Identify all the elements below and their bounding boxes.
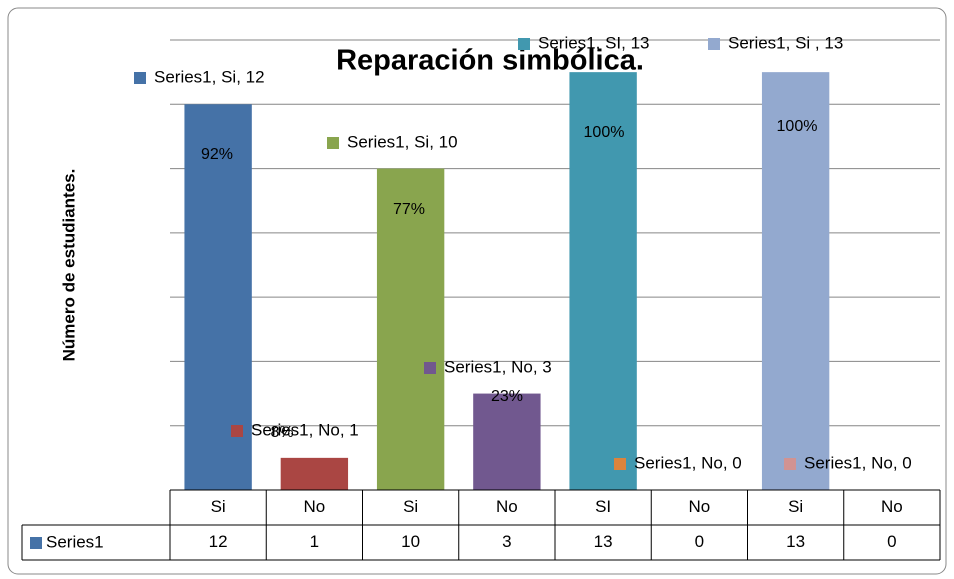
data-label: Series1, SI, 13 <box>538 33 650 52</box>
x-tick-label: No <box>881 497 903 516</box>
legend-label: Series1 <box>46 532 104 551</box>
table-value: 0 <box>695 532 704 551</box>
label-marker <box>708 38 720 50</box>
x-tick-label: No <box>304 497 326 516</box>
bar <box>473 393 541 490</box>
label-marker <box>614 458 626 470</box>
percent-label: 8% <box>270 424 293 441</box>
percent-label: 92% <box>201 146 233 163</box>
label-marker <box>424 362 436 374</box>
data-label: Series1, No, 3 <box>444 357 552 376</box>
chart-title: Reparación simbólica. <box>336 45 644 77</box>
x-tick-label: Si <box>211 497 226 516</box>
x-tick-label: No <box>496 497 518 516</box>
bar <box>761 72 830 491</box>
bar <box>280 457 349 490</box>
percent-label: 23% <box>491 388 523 405</box>
x-tick-label: Si <box>788 497 803 516</box>
label-marker <box>134 72 146 84</box>
data-label: Series1, Si, 12 <box>154 67 265 86</box>
table-value: 1 <box>310 532 319 551</box>
bar <box>376 168 445 491</box>
table-value: 0 <box>887 532 896 551</box>
label-marker <box>327 137 339 149</box>
legend-key <box>30 537 42 549</box>
data-label: Series1, No, 1 <box>251 420 359 439</box>
label-marker <box>231 425 243 437</box>
data-label: Series1, Si , 13 <box>728 33 843 52</box>
data-label: Series1, No, 0 <box>634 453 742 472</box>
label-marker <box>518 38 530 50</box>
percent-label: 77% <box>393 201 425 218</box>
data-label: Series1, No, 0 <box>804 453 912 472</box>
table-value: 13 <box>594 532 613 551</box>
bar <box>569 72 637 491</box>
x-tick-label: SI <box>595 497 611 516</box>
table-value: 3 <box>502 532 511 551</box>
table-value: 10 <box>401 532 420 551</box>
label-marker <box>784 458 796 470</box>
y-axis-label: Número de estudiantes. <box>59 169 78 362</box>
data-label: Series1, Si, 10 <box>347 132 458 151</box>
x-tick-label: No <box>689 497 711 516</box>
percent-label: 100% <box>777 118 818 135</box>
x-tick-label: Si <box>403 497 418 516</box>
percent-label: 100% <box>584 124 625 141</box>
table-value: 12 <box>209 532 228 551</box>
table-value: 13 <box>786 532 805 551</box>
